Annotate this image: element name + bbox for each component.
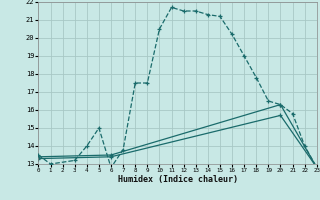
X-axis label: Humidex (Indice chaleur): Humidex (Indice chaleur) (118, 175, 238, 184)
